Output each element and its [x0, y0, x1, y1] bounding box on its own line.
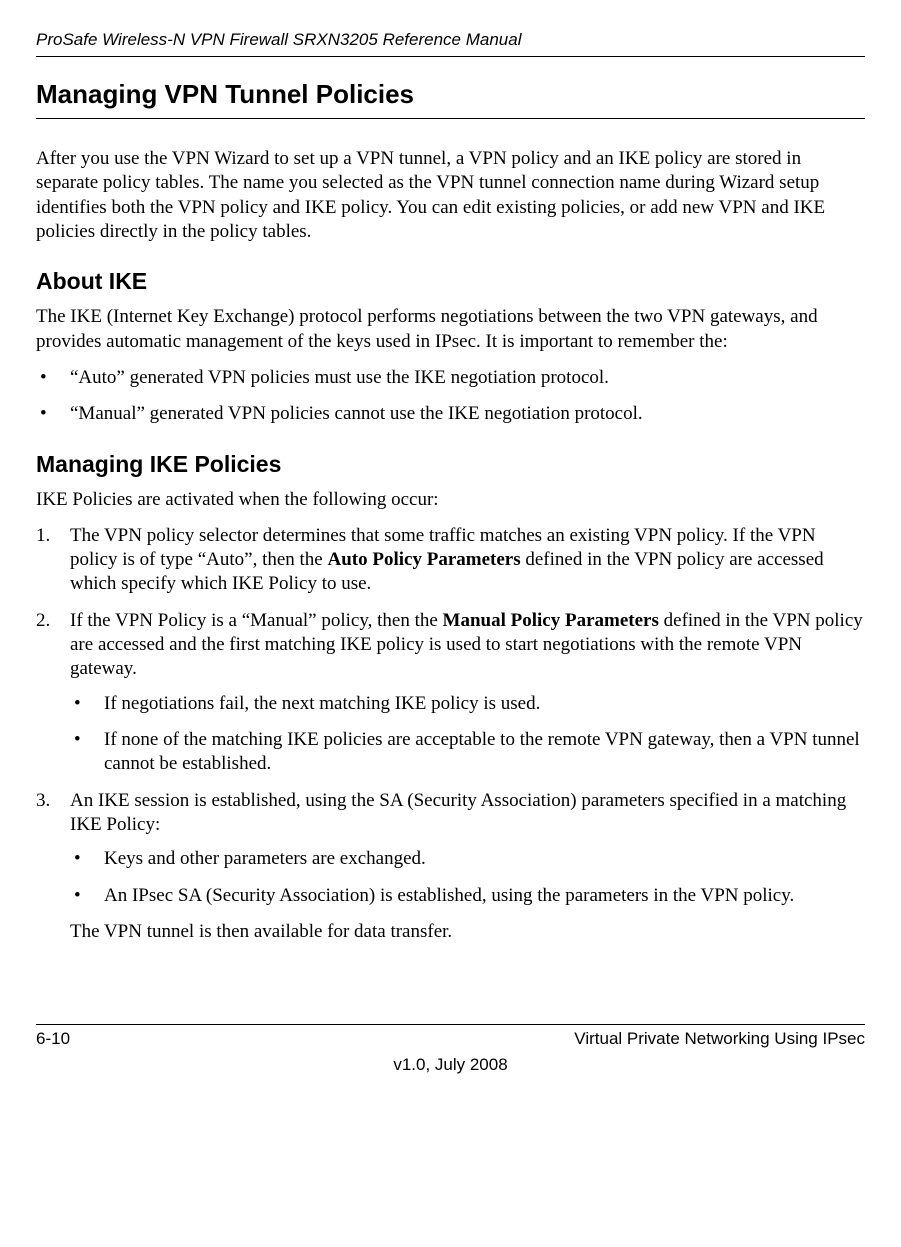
list-item: If negotiations fail, the next matching …: [70, 692, 865, 716]
list-item: Keys and other parameters are exchanged.: [70, 847, 865, 871]
sub-bullet-list: If negotiations fail, the next matching …: [70, 692, 865, 777]
list-item: If the VPN Policy is a “Manual” policy, …: [36, 609, 865, 777]
about-ike-heading: About IKE: [36, 268, 865, 295]
footer-page-number: 6-10: [36, 1029, 70, 1049]
section-intro-paragraph: After you use the VPN Wizard to set up a…: [36, 147, 865, 244]
footer: 6-10 Virtual Private Networking Using IP…: [36, 1024, 865, 1075]
step-text-pre: An IKE session is established, using the…: [70, 790, 846, 835]
document-page: ProSafe Wireless-N VPN Firewall SRXN3205…: [0, 0, 901, 1095]
running-header: ProSafe Wireless-N VPN Firewall SRXN3205…: [36, 30, 865, 57]
about-ike-paragraph: The IKE (Internet Key Exchange) protocol…: [36, 305, 865, 354]
list-item: An IKE session is established, using the…: [36, 789, 865, 908]
footer-chapter-title: Virtual Private Networking Using IPsec: [574, 1029, 865, 1049]
about-ike-bullet-list: “Auto” generated VPN policies must use t…: [36, 366, 865, 427]
managing-ike-steps: The VPN policy selector determines that …: [36, 524, 865, 908]
section-heading: Managing VPN Tunnel Policies: [36, 79, 865, 119]
step-text-bold: Manual Policy Parameters: [443, 610, 659, 631]
managing-ike-heading: Managing IKE Policies: [36, 451, 865, 478]
list-item: “Auto” generated VPN policies must use t…: [36, 366, 865, 390]
step-text-bold: Auto Policy Parameters: [328, 549, 521, 570]
managing-ike-paragraph: IKE Policies are activated when the foll…: [36, 488, 865, 512]
list-item: “Manual” generated VPN policies cannot u…: [36, 402, 865, 426]
list-item: An IPsec SA (Security Association) is es…: [70, 884, 865, 908]
step-text-pre: If the VPN Policy is a “Manual” policy, …: [70, 610, 443, 631]
list-item: If none of the matching IKE policies are…: [70, 728, 865, 777]
footer-version: v1.0, July 2008: [36, 1055, 865, 1075]
sub-bullet-list: Keys and other parameters are exchanged.…: [70, 847, 865, 908]
list-item: The VPN policy selector determines that …: [36, 524, 865, 597]
managing-ike-trail-paragraph: The VPN tunnel is then available for dat…: [70, 920, 865, 944]
